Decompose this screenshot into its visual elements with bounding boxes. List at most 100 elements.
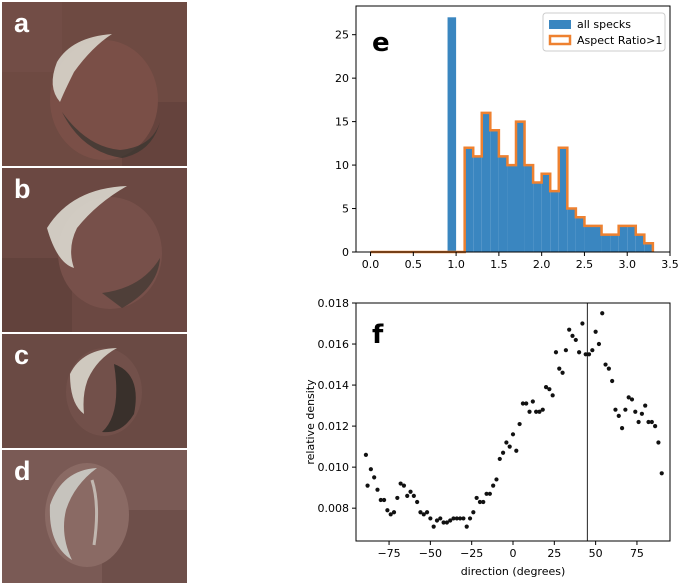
histogram-bar [507, 165, 516, 252]
scatter-point [606, 366, 611, 371]
histogram-bar [541, 173, 551, 252]
scatter-point [421, 512, 426, 517]
x-tick-label-f: −25 [460, 547, 483, 560]
scatter-point [431, 524, 436, 529]
y-tick-label-f: 0.014 [318, 379, 350, 392]
scatter-point [517, 421, 522, 427]
scatter-point [596, 341, 602, 347]
photo-panel-a: a [2, 2, 187, 166]
legend-swatch-all-specks [549, 20, 571, 29]
axes-frame-e [355, 5, 671, 253]
histogram-chart-e: 0.0 0.5 1.0 1.5 2.0 2.5 3.0 3.5 0 5 10 15 20 25 e all s… [335, 5, 679, 271]
scatter-point [507, 444, 512, 449]
scatter-point [520, 401, 526, 406]
scatter-point [580, 321, 585, 326]
scatter-point [415, 499, 420, 505]
scatter-point [557, 366, 562, 371]
scatter-point [583, 352, 588, 357]
histogram-bar [481, 112, 491, 252]
crater-image-b [2, 168, 187, 332]
y-axis-label-f: relative density [304, 379, 317, 465]
scatter-point [543, 385, 549, 390]
scatter-point [487, 491, 492, 496]
scatter-point [586, 352, 592, 357]
x-tick-label-e: 3.0 [618, 258, 636, 271]
scatter-point [593, 329, 598, 334]
scatter-point [537, 409, 542, 414]
scatter-point [388, 512, 393, 517]
scatter-point [600, 311, 605, 316]
scatter-point [633, 409, 638, 414]
scatter-point [441, 520, 446, 525]
scatter-point [418, 510, 423, 515]
panel-label-d: d [14, 456, 31, 486]
scatter-point [610, 378, 615, 384]
scatter-point [471, 510, 476, 515]
scatter-point [510, 432, 516, 437]
y-tick-label-f: 0.008 [318, 502, 350, 515]
y-tick-label-e: 10 [335, 159, 349, 172]
x-tick-label-e: 1.0 [447, 258, 465, 271]
x-tick-label-e: 0.5 [405, 258, 423, 271]
histogram-bar [515, 121, 525, 253]
scatter-chart-f: −75 −50 −25 0 25 50 75 0.008 0.010 0.012 0.014 0.01… [304, 297, 671, 578]
histogram-bar [447, 17, 457, 252]
histogram-bar [584, 225, 593, 252]
scatter-point [401, 483, 407, 488]
scatter-point [363, 452, 369, 457]
scatter-point [372, 475, 377, 480]
scatter-point [613, 407, 618, 412]
legend-label-all-specks: all specks [577, 18, 631, 31]
scatter-point [458, 516, 463, 521]
scatter-point [451, 516, 456, 521]
scatter-point [444, 520, 449, 525]
histogram-bar [498, 156, 508, 252]
scatter-point [567, 327, 572, 332]
scatter-point [411, 493, 416, 498]
scatter-point [619, 426, 625, 431]
legend-label-aspect-ratio: Aspect Ratio>1 [577, 34, 662, 47]
scatter-point [646, 419, 651, 425]
histogram-bar [627, 225, 636, 252]
scatter-point [408, 489, 413, 494]
scatter-point [477, 499, 483, 505]
scatter-point [381, 497, 387, 503]
scatter-point [494, 477, 499, 482]
axes-frame-f [355, 302, 671, 542]
panel-label-e: e [372, 28, 390, 58]
legend-box-e [542, 12, 666, 52]
x-tick-label-f: 25 [547, 547, 561, 560]
scatter-point [467, 516, 473, 521]
panel-label-b: b [14, 174, 31, 204]
scatter-point [643, 403, 648, 408]
y-tick-label-f: 0.012 [318, 420, 350, 433]
scatter-point [547, 387, 552, 392]
panel-label-f: f [372, 320, 384, 350]
scatter-point [405, 493, 410, 498]
histogram-bar [635, 234, 645, 252]
histogram-bar [618, 225, 628, 252]
scatter-point [365, 483, 370, 488]
scatter-point [500, 450, 506, 455]
y-tick-label-f: 0.018 [318, 297, 350, 310]
panel-label-a: a [14, 8, 30, 38]
scatter-point [626, 395, 631, 400]
scatter-point [398, 481, 403, 486]
legend-swatch-aspect-ratio [548, 34, 572, 46]
scatter-point [659, 471, 664, 476]
crater-image-d [2, 450, 187, 583]
histogram-bar [524, 165, 534, 252]
histogram-bar [490, 130, 499, 252]
scatter-point [603, 362, 608, 367]
scatter-point [438, 516, 443, 521]
y-tick-label-e: 5 [342, 203, 349, 216]
histogram-bar [601, 234, 611, 252]
histogram-bar [558, 147, 568, 252]
scatter-point [616, 413, 621, 418]
y-tick-label-f: 0.016 [318, 338, 350, 351]
scatter-point [368, 467, 373, 472]
histogram-bar [575, 217, 585, 252]
scatter-point [653, 424, 658, 429]
scatter-point [428, 516, 433, 521]
